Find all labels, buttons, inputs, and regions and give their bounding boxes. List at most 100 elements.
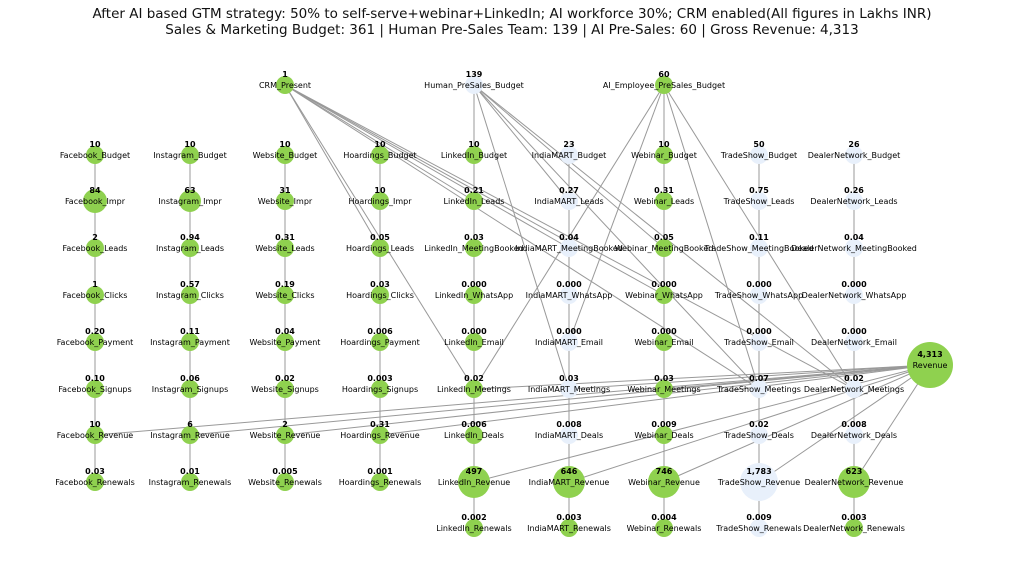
node-label: TradeShow_Leads xyxy=(723,197,795,206)
node-Instagram_Impr: 63 Instagram_Impr xyxy=(158,186,222,212)
node-value: 26 xyxy=(848,140,860,149)
node-circle xyxy=(845,519,863,537)
edge-CRM_Present-LinkedIn_Meetings xyxy=(284,84,475,390)
node-TradeShow_Deals: 0.02 TradeShow_Deals xyxy=(723,420,794,444)
node-value: 0.31 xyxy=(370,420,390,429)
node-value: 623 xyxy=(846,467,863,476)
node-value: 0.003 xyxy=(367,374,392,383)
node-circle xyxy=(179,190,201,212)
node-circle xyxy=(560,192,578,210)
node-label: CRM_Present xyxy=(259,81,311,90)
node-label: Instagram_Renewals xyxy=(149,478,232,487)
node-LinkedIn_Email: 0.000 LinkedIn_Email xyxy=(444,327,504,351)
node-value: 0.001 xyxy=(367,467,393,476)
node-IndiaMART_WhatsApp: 0.000 IndiaMART_WhatsApp xyxy=(526,280,612,304)
node-label: Website_Renewals xyxy=(248,478,322,487)
node-value: 0.000 xyxy=(556,327,582,336)
node-Facebook_Clicks: 1 Facebook_Clicks xyxy=(63,280,128,304)
diagram-subtitle: Sales & Marketing Budget: 361 | Human Pr… xyxy=(165,22,859,38)
node-Hoardings_Payment: 0.006 Hoardings_Payment xyxy=(340,327,420,351)
node-circle xyxy=(86,146,104,164)
edge-Human_PreSales_Budget-IndiaMART_Leads xyxy=(473,84,570,202)
node-circle xyxy=(560,426,578,444)
edge-Website_Revenue-Revenue xyxy=(284,364,931,436)
node-circle xyxy=(465,192,483,210)
node-value: 0.000 xyxy=(841,327,867,336)
node-circle xyxy=(371,146,389,164)
node-IndiaMART_Meetings: 0.03 IndiaMART_Meetings xyxy=(528,374,610,398)
edge-Hoardings_Revenue-Revenue xyxy=(379,364,931,436)
node-LinkedIn_Meetings: 0.02 LinkedIn_Meetings xyxy=(437,374,511,398)
node-value: 0.02 xyxy=(844,374,864,383)
node-circle xyxy=(655,239,673,257)
node-circle xyxy=(276,192,294,210)
edge-Human_PreSales_Budget-TradeShow_Meetings xyxy=(473,84,760,390)
node-value: 646 xyxy=(561,467,578,476)
node-DealerNetwork_Revenue: 623 DealerNetwork_Revenue xyxy=(805,466,903,498)
node-circle xyxy=(750,519,768,537)
node-DealerNetwork_Meetings: 0.02 DealerNetwork_Meetings xyxy=(804,374,904,398)
node-label: LinkedIn_Budget xyxy=(441,151,507,160)
node-TradeShow_Renewals: 0.009 TradeShow_Renewals xyxy=(715,513,802,537)
node-layer: 1 CRM_Present 139 Human_PreSales_Budget 60 AI… xyxy=(55,70,953,537)
node-TradeShow_WhatsApp: 0.000 TradeShow_WhatsApp xyxy=(714,280,803,304)
node-label: Instagram_Payment xyxy=(150,338,230,347)
node-IndiaMART_MeetingBooked: 0.04 IndiaMART_MeetingBooked xyxy=(515,233,623,257)
node-label: Hoardings_Clicks xyxy=(346,291,414,300)
edge-CRM_Present-IndiaMART_MeetingBooked xyxy=(284,84,570,249)
node-value: 10 xyxy=(468,140,480,149)
node-DealerNetwork_Email: 0.000 DealerNetwork_Email xyxy=(811,327,897,351)
node-Website_Leads: 0.31 Website_Leads xyxy=(255,233,315,257)
node-circle xyxy=(181,146,199,164)
node-label: DealerNetwork_Budget xyxy=(808,151,901,160)
node-label: LinkedIn_Renewals xyxy=(436,524,511,533)
node-circle xyxy=(86,286,104,304)
node-Webinar_MeetingBooked: 0.05 Webinar_MeetingBooked xyxy=(615,233,713,257)
node-label: TradeShow_Revenue xyxy=(717,478,800,487)
node-circle xyxy=(560,519,578,537)
node-circle xyxy=(371,333,389,351)
node-label: Instagram_Revenue xyxy=(150,431,230,440)
node-value: 6 xyxy=(187,420,193,429)
node-label: IndiaMART_Budget xyxy=(532,151,607,160)
node-label: LinkedIn_Email xyxy=(444,338,504,347)
node-circle xyxy=(845,286,863,304)
node-circle xyxy=(371,426,389,444)
node-value: 0.94 xyxy=(180,233,200,242)
node-Instagram_Signups: 0.06 Instagram_Signups xyxy=(152,374,228,398)
node-circle xyxy=(276,76,294,94)
node-IndiaMART_Budget: 23 IndiaMART_Budget xyxy=(532,140,607,164)
node-value: 0.04 xyxy=(559,233,579,242)
node-value: 10 xyxy=(89,420,101,429)
node-circle xyxy=(86,473,104,491)
node-circle xyxy=(465,380,483,398)
edge-CRM_Present-LinkedIn_Leads xyxy=(284,84,475,202)
edge-CRM_Present-Hoardings_Leads xyxy=(284,84,381,249)
node-label: Facebook_Leads xyxy=(63,244,128,253)
node-circle xyxy=(181,333,199,351)
node-label: Webinar_Budget xyxy=(631,151,697,160)
node-label: LinkedIn_Revenue xyxy=(438,478,510,487)
node-value: 0.10 xyxy=(85,374,105,383)
node-value: 0.07 xyxy=(749,374,769,383)
node-label: Facebook_Clicks xyxy=(63,291,128,300)
node-TradeShow_Meetings: 0.07 TradeShow_Meetings xyxy=(716,374,801,398)
node-value: 10 xyxy=(658,140,670,149)
node-Instagram_Payment: 0.11 Instagram_Payment xyxy=(150,327,230,351)
node-label: IndiaMART_Email xyxy=(535,338,603,347)
node-Facebook_Impr: 84 Facebook_Impr xyxy=(65,186,126,213)
node-label: TradeShow_Budget xyxy=(720,151,797,160)
node-value: 0.04 xyxy=(844,233,864,242)
node-label: Website_Payment xyxy=(250,338,321,347)
node-Webinar_Deals: 0.009 Webinar_Deals xyxy=(634,420,694,444)
node-Website_Revenue: 2 Website_Revenue xyxy=(250,420,320,444)
node-circle xyxy=(838,466,870,498)
node-circle xyxy=(276,333,294,351)
node-label: TradeShow_Email xyxy=(723,338,794,347)
node-value: 0.31 xyxy=(654,186,674,195)
node-value: 0.000 xyxy=(651,327,677,336)
node-label: Website_Budget xyxy=(253,151,318,160)
node-value: 10 xyxy=(374,186,386,195)
node-label: TradeShow_Deals xyxy=(723,431,794,440)
